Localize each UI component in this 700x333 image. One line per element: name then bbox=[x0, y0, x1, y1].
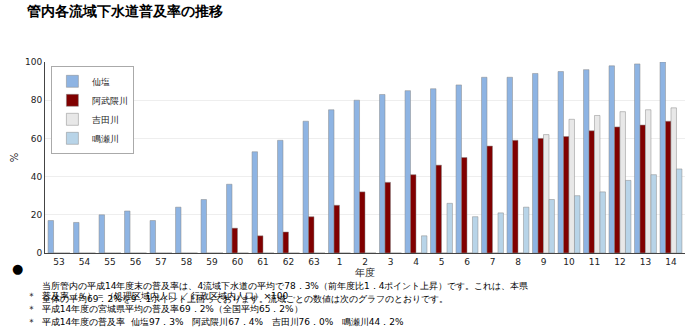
svg-text:59: 59 bbox=[206, 257, 218, 267]
svg-text:5: 5 bbox=[439, 257, 445, 267]
svg-text:＊ 普及率（％）＝（処理区域内人口 ／ 行政区域内人口）×: ＊ 普及率（％）＝（処理区域内人口 ／ 行政区域内人口）×100 bbox=[27, 291, 288, 301]
svg-text:57: 57 bbox=[155, 257, 166, 267]
svg-text:＊ 平成14年度の宮城県平均の普及率69．2%（全国平均6: ＊ 平成14年度の宮城県平均の普及率69．2%（全国平均65．2%） bbox=[27, 304, 303, 314]
svg-text:年度: 年度 bbox=[355, 267, 375, 278]
svg-text:55: 55 bbox=[104, 257, 115, 267]
svg-text:6: 6 bbox=[464, 257, 470, 267]
svg-text:鳴瀬川: 鳴瀬川 bbox=[92, 134, 119, 144]
svg-text:54: 54 bbox=[79, 257, 91, 267]
svg-text:12: 12 bbox=[614, 257, 625, 267]
svg-text:仙塩: 仙塩 bbox=[92, 77, 110, 87]
svg-text:阿武隈川: 阿武隈川 bbox=[92, 96, 128, 106]
svg-text:当所管内の平成14年度末の普及率は、4流域下水道の平均で78: 当所管内の平成14年度末の普及率は、4流域下水道の平均で78．3%（前年度比1．… bbox=[42, 281, 528, 291]
svg-text:8: 8 bbox=[515, 257, 521, 267]
svg-text:58: 58 bbox=[181, 257, 193, 267]
svg-text:2: 2 bbox=[362, 257, 368, 267]
svg-text:60: 60 bbox=[232, 257, 244, 267]
svg-text:0: 0 bbox=[36, 248, 42, 258]
svg-text:%: % bbox=[9, 153, 20, 163]
svg-text:60: 60 bbox=[31, 134, 43, 144]
svg-text:13: 13 bbox=[640, 257, 651, 267]
svg-text:1: 1 bbox=[337, 257, 343, 267]
svg-text:100: 100 bbox=[25, 57, 42, 67]
svg-text:全体の平均69．2%を9．1ポイント上回っております。流域ご: 全体の平均69．2%を9．1ポイント上回っております。流域ごとの数値は次のグラフ… bbox=[42, 294, 448, 304]
svg-text:53: 53 bbox=[53, 257, 64, 267]
svg-text:吉田川: 吉田川 bbox=[92, 115, 119, 125]
svg-text:62: 62 bbox=[283, 257, 294, 267]
svg-text:＊ 平成14年度の普及率 仙塩97．3% 阿武隈川6: ＊ 平成14年度の普及率 仙塩97．3% 阿武隈川67．4% 吉田川76．0% … bbox=[27, 317, 404, 327]
svg-text:●: ● bbox=[12, 261, 23, 276]
svg-text:7: 7 bbox=[490, 257, 496, 267]
svg-text:管内各流域下水道普及率の推移: 管内各流域下水道普及率の推移 bbox=[26, 3, 223, 19]
svg-text:10: 10 bbox=[563, 257, 575, 267]
svg-text:4: 4 bbox=[413, 257, 419, 267]
svg-text:63: 63 bbox=[308, 257, 319, 267]
svg-text:20: 20 bbox=[31, 210, 43, 220]
svg-text:3: 3 bbox=[388, 257, 394, 267]
svg-text:61: 61 bbox=[257, 257, 268, 267]
svg-text:40: 40 bbox=[31, 172, 43, 182]
svg-text:9: 9 bbox=[541, 257, 547, 267]
svg-text:80: 80 bbox=[31, 95, 43, 105]
svg-text:11: 11 bbox=[589, 257, 600, 267]
svg-text:56: 56 bbox=[130, 257, 142, 267]
svg-text:14: 14 bbox=[665, 257, 677, 267]
